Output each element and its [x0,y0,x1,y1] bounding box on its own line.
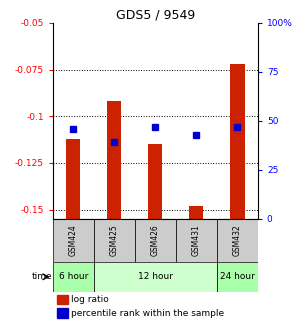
Text: 24 hour: 24 hour [220,272,255,281]
Text: GSM432: GSM432 [233,224,242,256]
Title: GDS5 / 9549: GDS5 / 9549 [116,9,195,22]
Bar [57,308,68,318]
Bar [230,64,244,219]
Text: GSM424: GSM424 [69,224,78,256]
Bar [107,101,121,219]
Bar [94,219,135,262]
Text: 12 hour: 12 hour [138,272,173,281]
Text: time: time [31,272,52,281]
Bar [53,262,94,292]
Bar [189,206,204,219]
Text: log ratio: log ratio [71,295,109,304]
Bar [94,262,217,292]
Text: percentile rank within the sample: percentile rank within the sample [71,309,224,318]
Bar [176,219,217,262]
Bar [57,295,68,304]
Bar [148,144,162,219]
Bar [53,219,94,262]
Text: GSM425: GSM425 [110,224,119,256]
Bar [217,219,258,262]
Text: GSM426: GSM426 [151,224,160,256]
Text: GSM431: GSM431 [192,224,201,256]
Text: 6 hour: 6 hour [59,272,88,281]
Bar [135,219,176,262]
Bar [66,139,80,219]
Bar [217,262,258,292]
